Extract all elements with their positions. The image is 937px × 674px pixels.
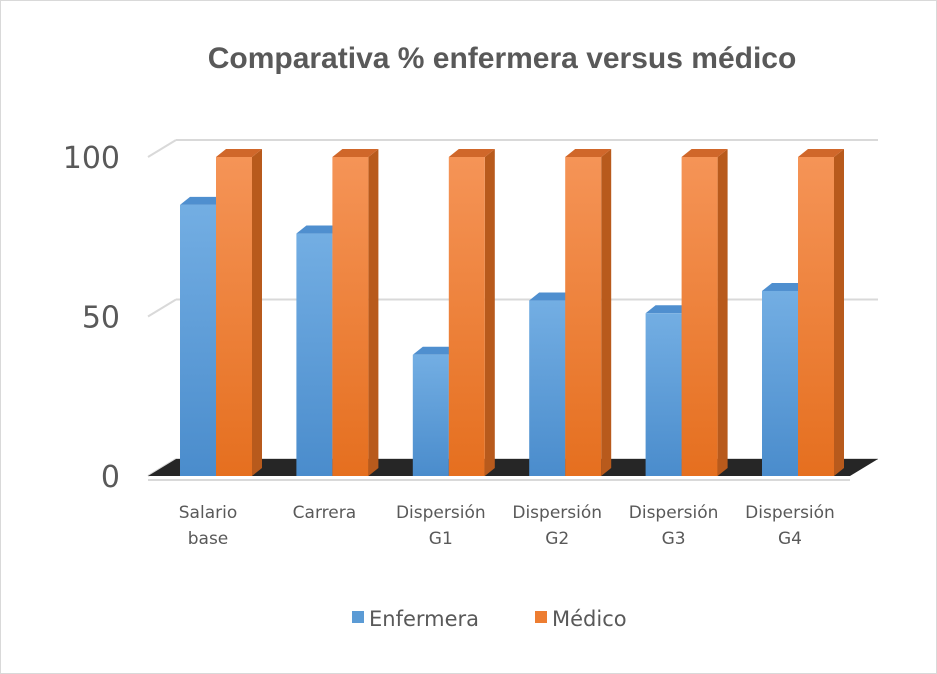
y-tick-label: 0 [101,460,120,495]
bar-top [681,149,728,157]
bar-side [717,149,728,476]
chart-title: Comparativa % enfermera versus médico [208,42,797,75]
bar-top [762,282,808,291]
bar-top [529,292,576,301]
legend-item-enfermera: Enfermera [352,607,479,631]
bar-side [484,149,495,476]
legend-item-medico: Médico [535,607,627,631]
x-tick-label: Dispersión G1 [396,503,486,549]
bar-m-dico [216,149,262,476]
bar-front [448,157,485,476]
bar-top [448,149,495,157]
bar-front [762,290,798,476]
bar-front [529,300,566,476]
legend-swatch [535,611,547,623]
bar-top [332,149,379,157]
x-tick-label: Dispersión G3 [629,503,719,549]
bar-front [681,157,718,476]
bar-front [216,157,252,476]
bar-top [565,149,612,157]
bar-front [180,204,216,476]
bar-top [798,149,844,157]
legend-label: Enfermera [369,607,479,631]
bar-top [216,149,262,157]
bar-front [332,157,369,476]
bar-top [296,225,343,234]
bar-front [296,233,333,476]
bar-front [645,313,682,476]
bar-side [368,149,379,476]
bar-m-dico [332,149,379,476]
bar-m-dico [681,149,728,476]
x-tick-label: Salario base [179,503,237,549]
x-tick-label: Carrera [293,503,356,523]
bar-enfermera [412,346,459,476]
legend-label: Médico [552,607,627,631]
x-tick-label: Dispersión G4 [745,503,835,549]
bar-front [565,157,602,476]
gridline-diagonal [147,298,177,318]
bar-side [601,149,612,476]
bar-m-dico [448,149,495,476]
x-tick-label: Dispersión G2 [512,503,602,549]
bar-top [180,196,226,205]
gridline-diagonal [147,139,177,158]
bar-top [645,305,692,314]
legend-swatch [352,611,364,623]
bar-m-dico [798,149,844,476]
bar-top [412,346,459,355]
bar-front [798,157,834,476]
bar-m-dico [565,149,612,476]
y-tick-label: 100 [63,141,120,176]
y-tick-label: 50 [82,301,120,336]
bar-side [252,149,262,476]
bar-side [834,149,844,476]
bar-front [412,354,449,476]
